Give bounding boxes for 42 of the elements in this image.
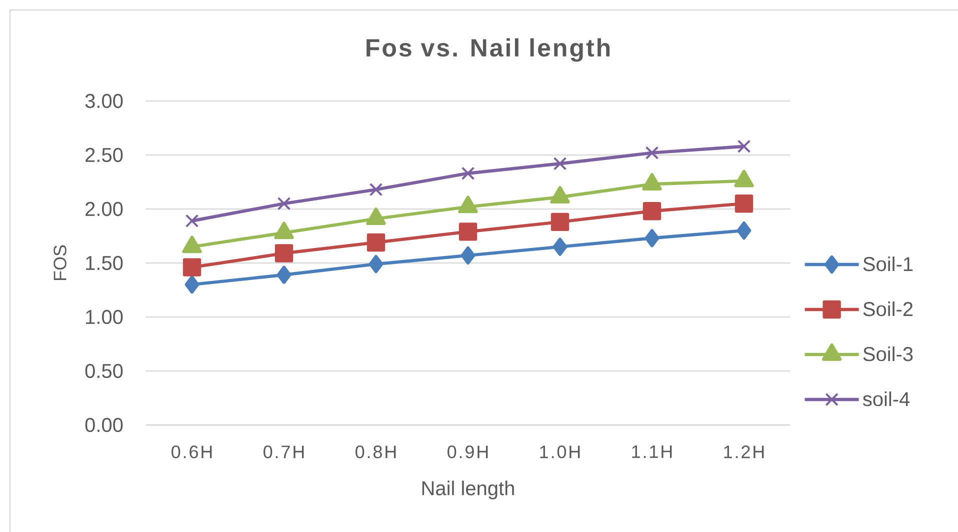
x-tick-label: 0.7H (264, 446, 304, 458)
y-axis-title: FOS (54, 245, 66, 280)
x-tick-label: 1.1H (632, 446, 672, 458)
x-tick-label: 1.2H (724, 446, 764, 458)
legend-label: Soil-1 (863, 256, 913, 272)
point (461, 166, 475, 180)
point (460, 246, 476, 265)
y-tick-label: 1.50 (86, 256, 123, 270)
y-tick-label: 1.00 (86, 310, 123, 324)
point (277, 196, 291, 210)
point (274, 244, 294, 262)
y-tick-label: 3.00 (85, 94, 123, 108)
point (182, 258, 202, 276)
x-tick-label: 0.8H (356, 446, 396, 458)
legend-label: Soil-3 (863, 346, 913, 362)
x-tick-label: 0.9H (448, 446, 488, 458)
point (553, 156, 567, 170)
y-tick-label: 2.50 (86, 148, 123, 162)
chart-title: Fos vs. Nail length (366, 38, 610, 62)
y-tick-label: 0.50 (85, 364, 123, 378)
point (737, 140, 751, 154)
point (368, 254, 384, 274)
x-tick-label: 0.6H (172, 446, 212, 458)
point (550, 212, 570, 232)
point (552, 238, 568, 256)
point (276, 266, 292, 284)
x-tick-label: 1.0H (540, 446, 580, 458)
legend-label: Soil-2 (863, 302, 913, 316)
x-axis-title: Nail length (422, 480, 514, 500)
point (642, 202, 662, 220)
y-tick-label: 0.00 (85, 418, 123, 432)
point (736, 221, 752, 240)
point (734, 194, 754, 213)
point (458, 222, 478, 241)
point (185, 214, 199, 228)
point (645, 146, 659, 160)
point (369, 182, 383, 196)
y-tick-label: 2.00 (86, 202, 123, 216)
point (644, 229, 660, 248)
point (366, 233, 386, 252)
point (184, 275, 200, 294)
legend-label: soil-4 (862, 391, 910, 406)
